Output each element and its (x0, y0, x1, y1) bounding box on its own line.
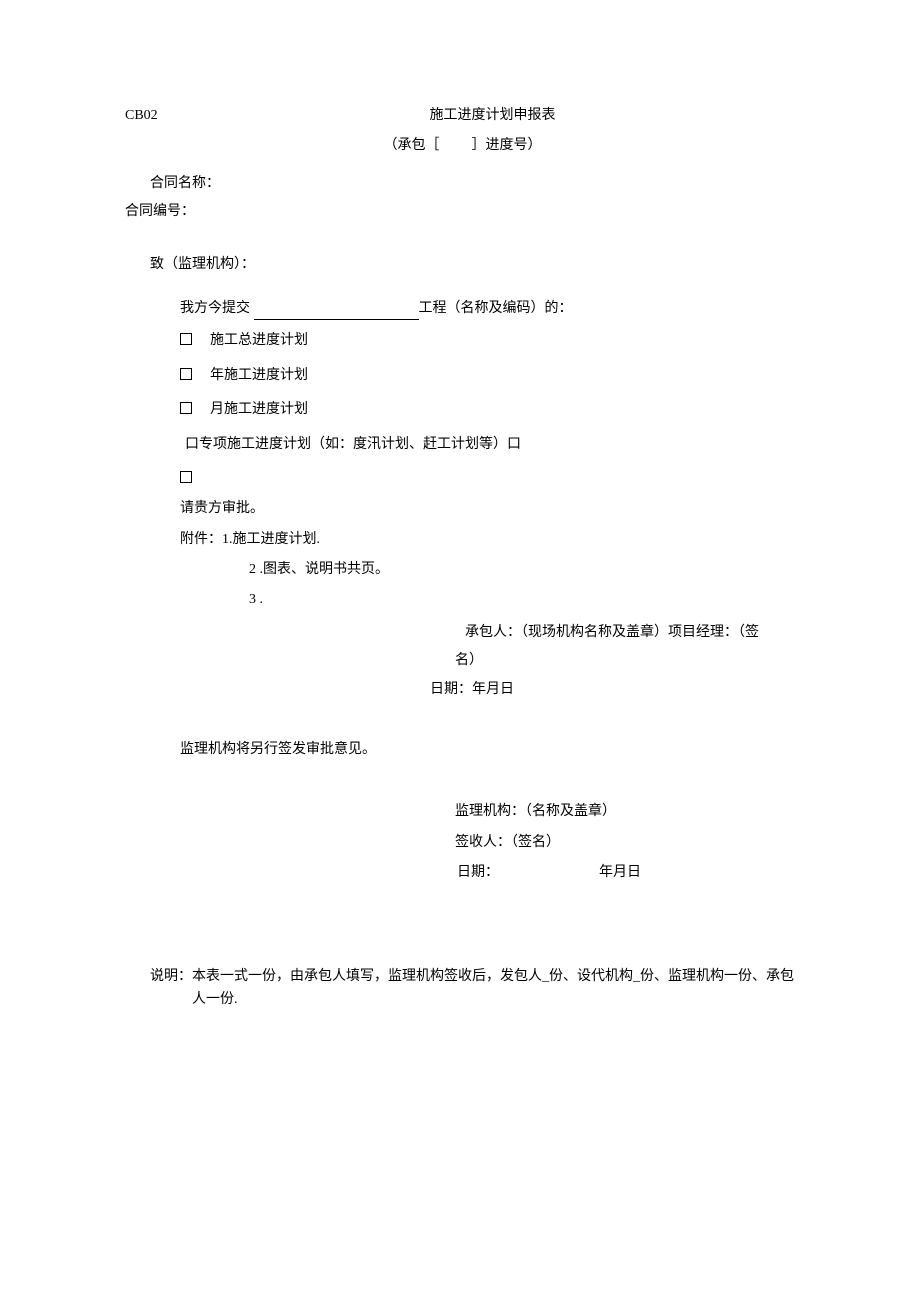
checkbox-label-1: 施工总进度计划 (210, 333, 308, 348)
empty-checkbox-line (125, 468, 800, 490)
checkbox-icon (180, 471, 192, 483)
contractor-line-2: 名） (125, 650, 800, 672)
contractor-line-1: 承包人：（现场机构名称及盖章）项目经理：（签 (125, 622, 800, 644)
subtitle-prefix: （承包［ (384, 138, 440, 153)
contractor-date: 日期：年月日 (125, 679, 800, 701)
project-name-blank (254, 319, 419, 320)
checkbox-line-3: 月施工进度计划 (125, 399, 800, 421)
checkbox-icon (180, 402, 192, 414)
submission-line: 我方今提交 工程（名称及编码）的： (125, 298, 800, 320)
supervisor-date-label: 日期： (457, 865, 499, 880)
supervisor-org: 监理机构：（名称及盖章） (125, 801, 800, 823)
contract-name-label: 合同名称： (125, 173, 800, 195)
contract-number-label: 合同编号： (125, 201, 800, 223)
attachment-item-2: 2 .图表、说明书共页。 (125, 559, 800, 581)
checkbox-label-3: 月施工进度计划 (210, 402, 308, 417)
supervisor-note: 监理机构将另行签发审批意见。 (125, 739, 800, 761)
explanation-label: 说明： (150, 969, 192, 984)
checkbox-line-1: 施工总进度计划 (125, 330, 800, 352)
special-plan-line: 口专项施工进度计划（如：度汛计划、赶工计划等）口 (125, 434, 800, 456)
supervisor-receiver: 签收人：（签名） (125, 832, 800, 854)
checkbox-icon (180, 368, 192, 380)
subtitle-suffix: ］进度号） (472, 138, 542, 153)
checkbox-label-2: 年施工进度计划 (210, 368, 308, 383)
checkbox-icon (180, 333, 192, 345)
submission-suffix: 工程（名称及编码）的： (419, 301, 573, 316)
form-title: 施工进度计划申报表 (185, 105, 800, 127)
attachment-header: 附件：1.施工进度计划. (125, 529, 800, 551)
supervisor-date: 日期： 年月日 (125, 862, 800, 884)
form-code: CB02 (125, 105, 185, 127)
supervisor-date-suffix: 年月日 (599, 865, 641, 880)
checkbox-line-2: 年施工进度计划 (125, 365, 800, 387)
explanation-body: 本表一式一份，由承包人填写，监理机构签收后，发包人_份、设代机构_份、监理机构一… (192, 969, 794, 1008)
submission-prefix: 我方今提交 (180, 301, 250, 316)
attachment-item-3: 3 . (125, 589, 800, 611)
explanation-text: 说明：本表一式一份，由承包人填写，监理机构签收后，发包人_份、设代机构_份、监理… (125, 965, 800, 1013)
form-subtitle: （承包［ ］进度号） (125, 135, 800, 157)
please-approve: 请贵方审批。 (125, 498, 800, 520)
recipient-line: 致（监理机构）： (125, 254, 800, 276)
